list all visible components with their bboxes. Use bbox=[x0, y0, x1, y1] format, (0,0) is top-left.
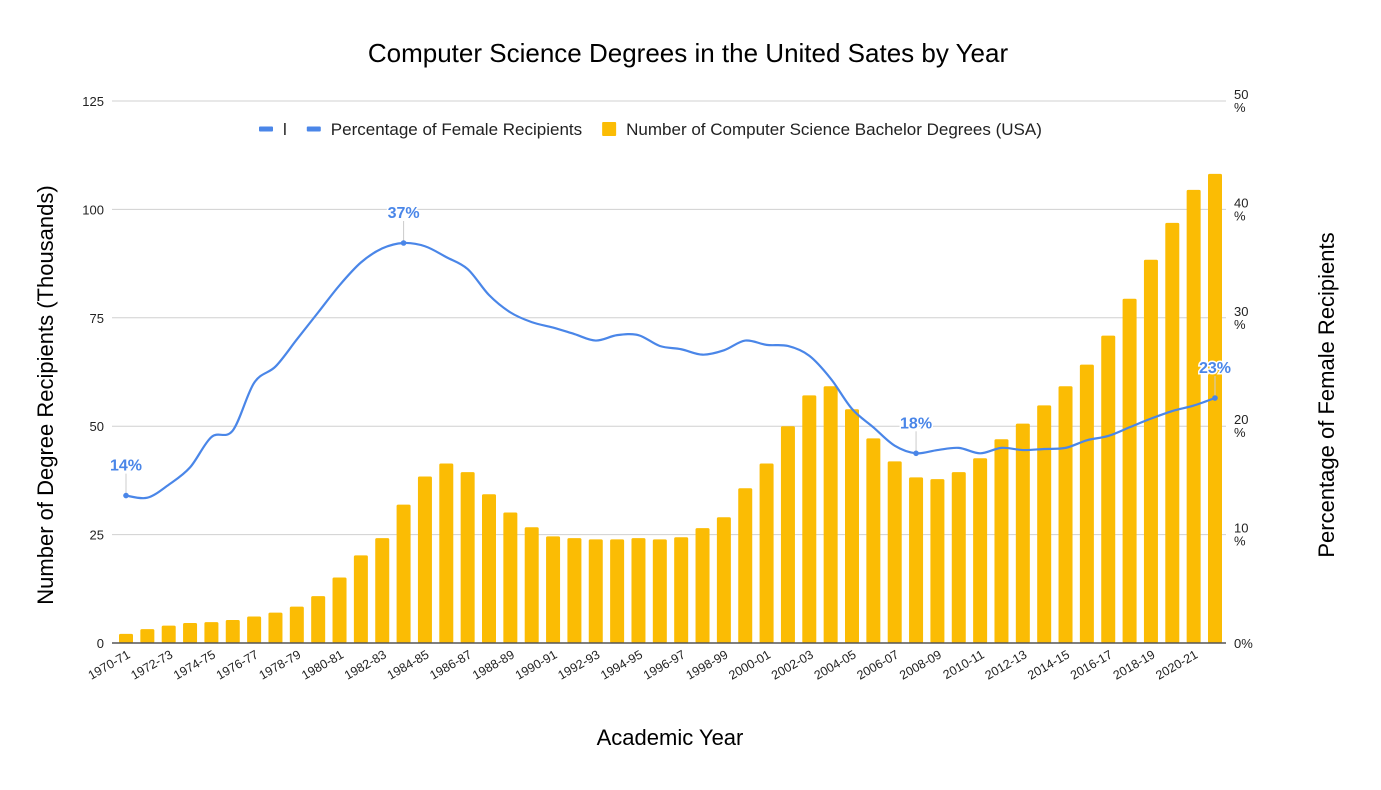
bar bbox=[610, 539, 625, 643]
y2-tick-unit: % bbox=[1234, 208, 1246, 223]
right-axis-ticks: 0%10%20%30%40%50% bbox=[1234, 87, 1253, 651]
bar bbox=[994, 439, 1009, 643]
annotation-label: 37% bbox=[388, 205, 420, 222]
bar bbox=[503, 512, 518, 643]
bar bbox=[652, 539, 667, 643]
annotation-label: 14% bbox=[110, 458, 142, 475]
bar bbox=[204, 622, 219, 643]
bar bbox=[1208, 173, 1222, 644]
annotated-point bbox=[123, 492, 129, 499]
bar bbox=[140, 629, 155, 643]
y2-tick-unit: % bbox=[1234, 425, 1246, 440]
y-axis-title: Number of Degree Recipients (Thousands) bbox=[33, 185, 58, 604]
bar bbox=[695, 528, 710, 643]
bar bbox=[1143, 259, 1158, 643]
line-series bbox=[125, 241, 1216, 500]
y-tick-label: 100 bbox=[82, 202, 104, 217]
y2-tick-label: 0% bbox=[1234, 636, 1253, 651]
bar bbox=[1186, 189, 1201, 643]
bar bbox=[951, 472, 966, 643]
bar bbox=[225, 620, 240, 643]
y-tick-label: 0 bbox=[97, 636, 104, 651]
bar bbox=[909, 477, 924, 643]
bar bbox=[546, 536, 561, 643]
bar bbox=[588, 539, 603, 643]
legend-label: l bbox=[283, 120, 287, 139]
y2-tick-label: 30 bbox=[1234, 304, 1248, 319]
y2-tick-label: 50 bbox=[1234, 87, 1248, 102]
legend-label: Number of Computer Science Bachelor Degr… bbox=[626, 120, 1042, 139]
bar bbox=[780, 426, 795, 643]
bar bbox=[738, 488, 753, 643]
data-annotations: 14% 37% 18% 23% bbox=[108, 204, 1233, 499]
bar bbox=[1122, 298, 1137, 643]
y-tick-label: 25 bbox=[90, 528, 104, 543]
bar bbox=[460, 472, 475, 643]
bar bbox=[1015, 423, 1030, 643]
bar bbox=[845, 409, 859, 643]
y-tick-label: 125 bbox=[82, 94, 104, 109]
bar bbox=[439, 463, 454, 643]
y2-tick-label: 10 bbox=[1234, 521, 1248, 536]
annotated-point bbox=[400, 240, 407, 246]
bar bbox=[119, 633, 133, 643]
bar bbox=[930, 479, 945, 643]
bar bbox=[268, 612, 283, 643]
bar bbox=[866, 438, 881, 643]
annotation-label: 23% bbox=[1199, 360, 1231, 377]
bar bbox=[759, 463, 774, 643]
y2-tick-unit: % bbox=[1234, 534, 1246, 549]
y2-tick-label: 20 bbox=[1234, 412, 1248, 427]
bar bbox=[674, 537, 689, 643]
left-axis-ticks: 0 25 50 75 100 125 bbox=[82, 94, 104, 651]
y-tick-label: 50 bbox=[90, 419, 104, 434]
y2-tick-unit: % bbox=[1234, 100, 1246, 115]
bar bbox=[716, 517, 731, 643]
bar bbox=[396, 504, 411, 643]
annotated-point bbox=[913, 450, 919, 457]
bar bbox=[375, 538, 390, 643]
chart-title: Computer Science Degrees in the United S… bbox=[368, 38, 1009, 68]
annotated-point bbox=[1212, 395, 1218, 401]
bar-series bbox=[119, 173, 1222, 644]
y2-axis-title: Percentage of Female Recipients bbox=[1314, 232, 1339, 557]
bar bbox=[973, 458, 988, 643]
x-axis-title: Academic Year bbox=[597, 725, 744, 750]
bar bbox=[332, 577, 347, 643]
bar bbox=[247, 616, 262, 643]
bar bbox=[289, 606, 304, 643]
bar bbox=[1058, 386, 1073, 643]
bar bbox=[353, 555, 368, 643]
annotation-label: 18% bbox=[900, 415, 932, 432]
legend-line-marker bbox=[259, 126, 273, 132]
bar bbox=[183, 623, 198, 643]
bar bbox=[1165, 222, 1180, 643]
bar bbox=[311, 596, 326, 643]
female-percentage-line bbox=[125, 241, 1216, 500]
legend-label: Percentage of Female Recipients bbox=[331, 120, 582, 139]
y2-tick-unit: % bbox=[1234, 317, 1246, 332]
bar bbox=[802, 395, 817, 643]
bar bbox=[524, 527, 539, 643]
bar bbox=[1079, 364, 1094, 643]
bar bbox=[1037, 405, 1052, 643]
y2-tick-label: 40 bbox=[1234, 195, 1248, 210]
bar bbox=[1101, 335, 1116, 643]
legend-square-marker bbox=[602, 122, 617, 136]
y-tick-label: 75 bbox=[90, 311, 104, 326]
bar bbox=[631, 538, 646, 643]
bar bbox=[482, 494, 496, 643]
bar bbox=[417, 476, 432, 643]
bar bbox=[567, 538, 582, 643]
legend: l Percentage of Female Recipients Number o… bbox=[259, 120, 1042, 139]
bar bbox=[161, 625, 176, 643]
bar bbox=[887, 461, 902, 643]
bar bbox=[823, 386, 838, 643]
legend-line-marker bbox=[306, 126, 321, 132]
